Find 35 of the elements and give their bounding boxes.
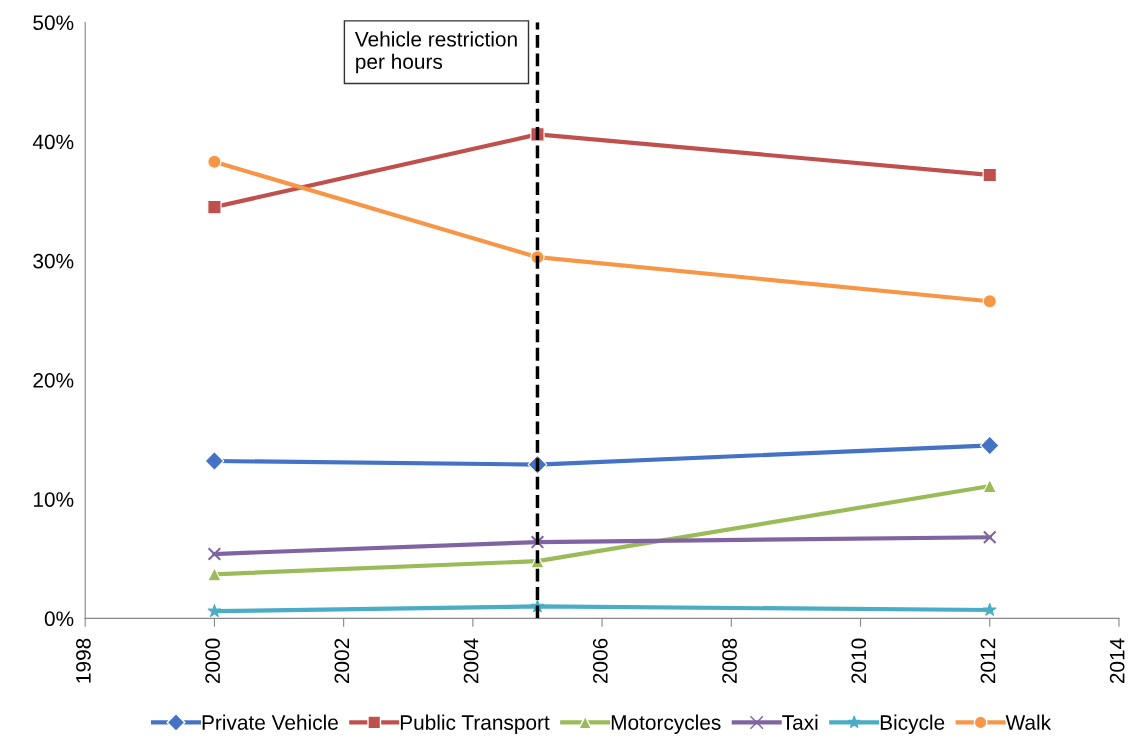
point (979, 435, 1000, 456)
legend-label: Taxi (782, 714, 818, 730)
ref-line-label: Vehicle restriction per hours (354, 31, 517, 74)
legend-label: Motorcycles (611, 714, 721, 734)
point (204, 451, 225, 471)
x-tick-label: 2010 (851, 638, 867, 684)
legend-label: Walk (1005, 714, 1052, 730)
x-tick-label: 2002 (334, 638, 350, 684)
point (207, 567, 222, 582)
x-tick-label: 2012 (980, 638, 996, 684)
x-tick-label: 2014 (1109, 638, 1125, 684)
point (207, 604, 222, 618)
y-tick-label: 20% (33, 372, 74, 388)
point (207, 154, 222, 169)
x-tick-label: 2004 (463, 638, 479, 684)
legend-label: Bicycle (880, 714, 945, 734)
y-tick-label: 50% (33, 15, 74, 31)
y-tick-label: 30% (33, 253, 74, 269)
x-tick-label: 2000 (205, 638, 221, 684)
legend-label: Public Transport (400, 714, 550, 734)
y-tick-label: 40% (32, 134, 74, 150)
x-tick-label: 1998 (76, 638, 91, 683)
point (530, 535, 545, 549)
point (982, 167, 997, 183)
x-tick-label: 2006 (592, 638, 608, 684)
point (982, 294, 997, 309)
point (982, 530, 997, 545)
point (982, 602, 997, 616)
x-tick-label: 2008 (722, 638, 737, 684)
point (207, 199, 222, 215)
y-tick-label: 0% (44, 611, 74, 627)
point (982, 478, 997, 494)
legend-label: Private Vehicle (202, 714, 338, 730)
point (207, 547, 222, 561)
y-tick-label: 10% (33, 492, 74, 507)
